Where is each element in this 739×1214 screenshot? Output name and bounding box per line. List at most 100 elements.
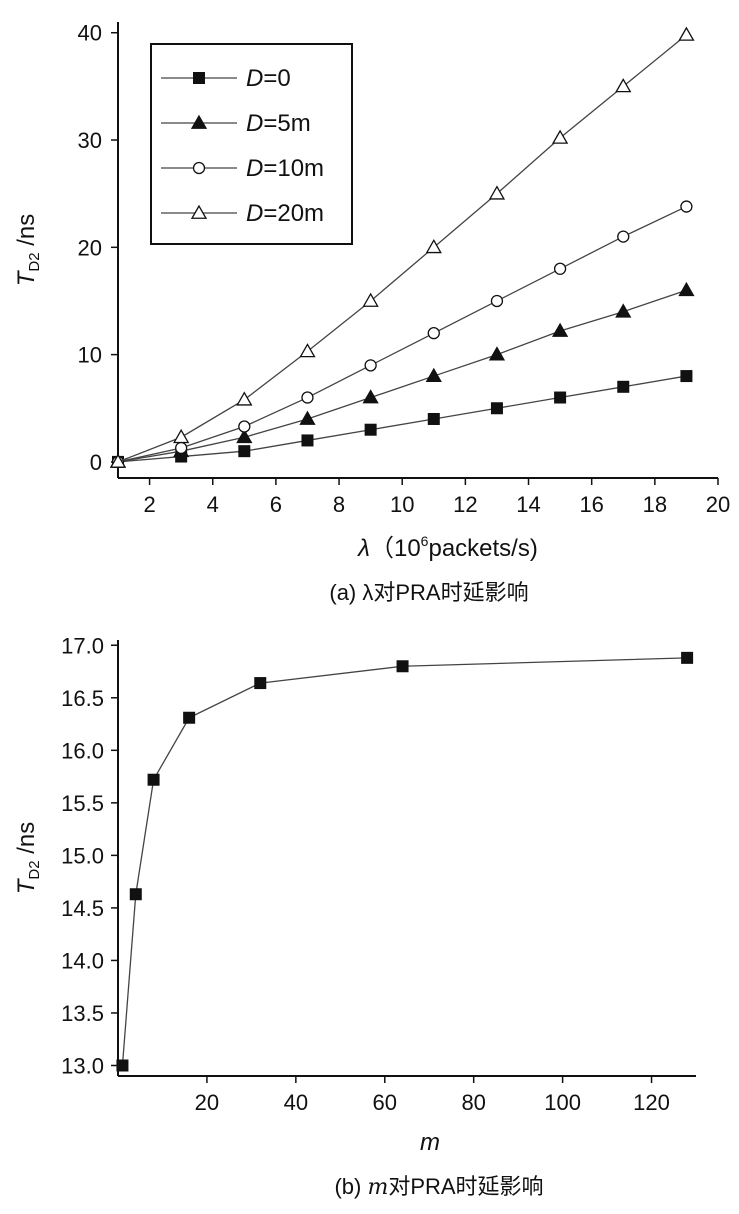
- data-point: [427, 327, 440, 340]
- data-point: [238, 445, 251, 458]
- chart-a-ticks: 2 4 6 8 10 12 14 16 18 20 0 10 20 30 40: [78, 21, 731, 517]
- chart-a-ylabel: TD2 /ns: [13, 214, 43, 287]
- data-point: [236, 428, 253, 444]
- data-point: [238, 420, 251, 433]
- y-tick-label: 30: [78, 128, 102, 153]
- data-point: [554, 391, 567, 404]
- series-line: [117, 375, 687, 463]
- chart-a-axes: [117, 22, 718, 479]
- legend-val: =20m: [263, 200, 324, 227]
- legend-marker: [193, 72, 205, 84]
- chart-a-series: [109, 26, 695, 469]
- chart-a-caption: (a) λ对PRA时延影响: [329, 580, 528, 605]
- data-point: [678, 281, 695, 297]
- data-point: [615, 78, 632, 93]
- y-tick-label: 10: [78, 343, 102, 368]
- y-tick-label: 40: [78, 21, 102, 46]
- data-point: [617, 380, 630, 393]
- x-tick-label: 60: [373, 1090, 397, 1115]
- legend-entry: D=20m: [161, 200, 324, 227]
- y-tick-label: 13.0: [61, 1053, 104, 1078]
- data-point: [551, 129, 569, 144]
- data-point: [364, 359, 377, 372]
- legend-var: D: [246, 65, 263, 92]
- y-tick-label: 16.0: [61, 738, 104, 763]
- data-point: [129, 888, 142, 901]
- x-tick-label: 120: [633, 1090, 670, 1115]
- data-point: [301, 391, 314, 404]
- data-point: [116, 1059, 129, 1072]
- x-tick-label: 20: [706, 492, 730, 517]
- x-tick-label: 8: [333, 492, 345, 517]
- x-tick-label: 6: [270, 492, 282, 517]
- y-tick-label: 14.0: [61, 948, 104, 973]
- legend-entry: D=0: [161, 65, 291, 92]
- data-point: [175, 441, 188, 455]
- chart-b-xlabel: m: [420, 1129, 440, 1156]
- chart-a-xlabel: λ（106packets/s): [356, 533, 538, 562]
- data-point: [488, 346, 506, 361]
- y-tick-label: 15.0: [61, 843, 104, 868]
- chart-b-caption: (b) m对PRA时延影响: [334, 1174, 543, 1200]
- data-point: [183, 711, 196, 724]
- series-m-delay: [116, 651, 694, 1072]
- legend-label: D=5m: [246, 110, 311, 137]
- data-point: [364, 423, 377, 436]
- y-tick-label: 15.5: [61, 791, 104, 816]
- legend-var: D: [246, 155, 263, 182]
- x-tick-label: 2: [143, 492, 155, 517]
- y-tick-label: 20: [78, 235, 102, 260]
- series-d-20m: [109, 26, 695, 468]
- x-tick-label: 18: [643, 492, 667, 517]
- x-tick-label: 4: [207, 492, 219, 517]
- legend-val: =10m: [263, 155, 324, 182]
- series-line: [117, 34, 687, 463]
- series-line: [117, 205, 687, 463]
- chart-b-ylabel: TD2 /ns: [13, 822, 43, 895]
- series-d-5m: [109, 281, 695, 468]
- data-point: [488, 185, 506, 200]
- x-tick-label: 12: [453, 492, 477, 517]
- data-point: [553, 262, 567, 275]
- series-line: [121, 657, 688, 1066]
- data-point: [678, 26, 695, 41]
- data-point: [425, 239, 442, 254]
- legend-val: =5m: [263, 110, 310, 137]
- legend-entry: D=10m: [161, 155, 324, 182]
- legend-entry: D=5m: [161, 110, 311, 137]
- chart-b-series: [116, 651, 694, 1072]
- series-line: [117, 289, 687, 463]
- legend-var: D: [246, 110, 263, 137]
- y-tick-label: 16.5: [61, 686, 104, 711]
- legend-box: [150, 43, 353, 245]
- data-point: [299, 410, 316, 425]
- y-tick-label: 0: [90, 450, 102, 475]
- legend-marker: [192, 161, 206, 175]
- data-point: [680, 200, 693, 213]
- x-tick-label: 16: [579, 492, 603, 517]
- legend-val: =0: [263, 65, 290, 92]
- data-point: [362, 389, 379, 404]
- x-tick-label: 40: [284, 1090, 308, 1115]
- data-point: [680, 370, 693, 383]
- series-d-0: [112, 370, 693, 468]
- x-tick-label: 10: [390, 492, 414, 517]
- data-point: [425, 367, 442, 382]
- data-point: [301, 434, 314, 447]
- x-tick-label: 100: [544, 1090, 581, 1115]
- data-point: [615, 303, 632, 318]
- y-tick-label: 14.5: [61, 896, 104, 921]
- series-d-10m: [111, 200, 693, 469]
- x-tick-label: 14: [516, 492, 540, 517]
- y-tick-label: 17.0: [61, 633, 104, 658]
- data-point: [490, 402, 503, 415]
- legend-var: D: [246, 200, 263, 227]
- x-tick-label: 80: [461, 1090, 485, 1115]
- data-point: [427, 412, 440, 425]
- data-point: [236, 391, 253, 406]
- legend-label: D=20m: [246, 200, 324, 227]
- chart-b-ticks: 20 40 60 80 100 120 13.0 13.5 14.0 14.5 15.0 15.5 16…: [61, 633, 670, 1115]
- legend-marker: [190, 114, 208, 129]
